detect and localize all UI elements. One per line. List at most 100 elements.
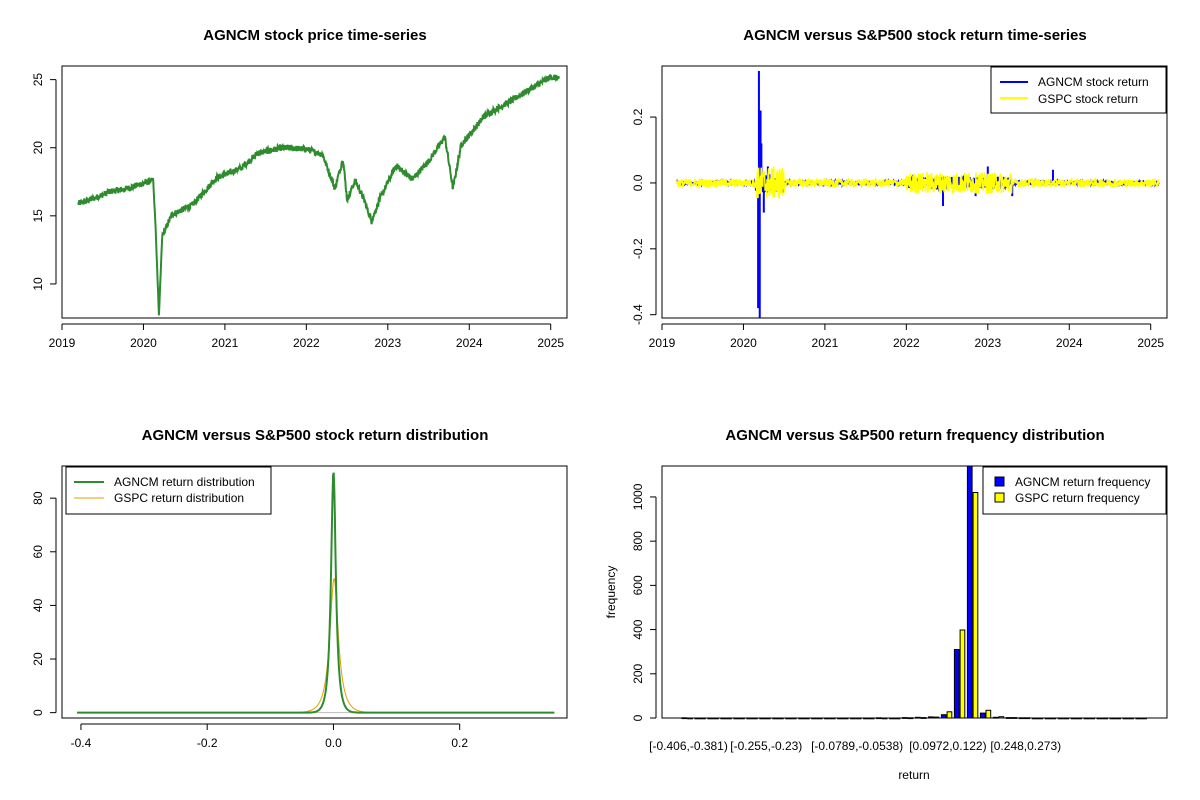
y-tick-label: 0.2 [631,108,645,125]
agncm-bar [915,716,921,719]
y-axis: 10 15 20 25 [31,73,57,291]
gspc-bar [1050,717,1057,720]
x-tick-label: -0.2 [197,736,218,750]
panel-title: AGNCM versus S&P500 return frequency dis… [725,427,1104,444]
y-tick-label: 80 [31,491,45,505]
y-tick-label: 400 [631,619,645,639]
gspc-bar [972,492,979,719]
panel-title: AGNCM stock price time-series [203,27,426,44]
y-tick-label: -0.2 [631,238,645,259]
x-tick-label: 2021 [212,336,239,350]
plot-frame [661,465,1168,719]
x-axis: 2019 2020 2021 2022 2023 2024 2025 [649,323,1164,350]
panel-title: AGNCM versus S&P500 stock return distrib… [142,427,489,444]
gspc-bar [1102,717,1109,720]
x-tick-label: 2023 [974,336,1001,350]
gspc-bar [1089,717,1096,720]
panel-title: AGNCM versus S&P500 stock return time-se… [743,27,1086,44]
x-tick-label: -0.4 [71,736,92,750]
gspc-bar [946,711,953,719]
density-series [77,472,555,714]
x-tick-label: 2022 [293,336,320,350]
x-tick-label: [0.248,0.273) [990,739,1061,753]
x-tick-label: [0.0972,0.122) [909,739,986,753]
agncm-bar [940,714,947,719]
y-tick-label: 200 [631,663,645,683]
gspc-bar [894,717,901,720]
agncm-bar [759,717,765,720]
gspc-bar [1076,717,1083,720]
return-series [675,70,1160,318]
gspc-bar [713,717,719,720]
gspc-bar [1037,717,1044,720]
agncm-bar [746,717,753,720]
x-tick-label: 2021 [812,336,839,350]
panel-frequency-distribution: AGNCM versus S&P500 return frequency dis… [604,427,1168,782]
agncm-bar [876,717,882,720]
gspc-bar [778,717,784,720]
agncm-bar [785,717,791,720]
panel-return-distribution: AGNCM versus S&P500 stock return distrib… [31,427,568,750]
gspc-bar [1141,717,1147,720]
y-tick-label: 0 [31,709,45,716]
gspc-bar [868,717,875,720]
y-tick-label: 40 [31,598,45,612]
plot-frame [61,65,568,319]
agncm-bar [798,717,804,720]
legend-swatch-agncm [994,476,1005,487]
gspc-bar [920,717,927,719]
agncm-bar [850,717,856,720]
gspc-bar [842,717,849,720]
x-tick-label: [-0.406,-0.381) [649,739,728,753]
bar-series [681,465,1147,720]
agncm-bar [902,717,908,719]
agncm-bar [992,716,999,719]
legend-label-agncm: AGNCM return distribution [114,475,255,489]
agncm-bar [1005,717,1012,719]
y-axis: 0 200 400 600 800 1000 [631,483,657,721]
x-tick-label: 0.2 [451,736,468,750]
x-tick-label: [-0.255,-0.23) [730,739,802,753]
gspc-bar [700,717,706,720]
agncm-bar [720,717,727,720]
y-tick-label: 1000 [631,483,645,510]
price-series [77,74,560,316]
legend-label-gspc: GSPC return distribution [114,491,244,505]
agncm-bar [772,717,778,720]
gspc-bar [933,716,940,719]
legend-swatch-gspc [994,492,1005,503]
y-tick-label: 20 [31,141,45,155]
gspc-return-line [675,166,1160,199]
x-tick-label: 2020 [130,336,157,350]
y-tick-label: 60 [31,545,45,559]
y-tick-label: 20 [31,652,45,666]
agncm-bar [824,717,830,720]
x-tick-label: [-0.0789,-0.0538) [811,739,903,753]
legend-box [990,66,1167,114]
x-tick-label: 2025 [1137,336,1164,350]
agncm-bar [1031,717,1038,720]
agncm-bar [1083,717,1090,720]
legend: AGNCM return frequency GSPC return frequ… [982,466,1167,515]
x-tick-label: 0.0 [325,736,342,750]
y-axis: 0 20 40 60 80 [31,491,57,716]
gspc-bar [816,717,823,720]
gspc-bar [907,717,914,720]
gspc-bar [1063,717,1070,720]
gspc-bar [985,709,992,719]
y-axis-label: frequency [604,566,618,619]
x-tick-label: 2019 [649,336,676,350]
x-tick-label: 2024 [456,336,483,350]
legend: AGNCM return distribution GSPC return di… [65,466,272,515]
agncm-bar [707,717,714,720]
y-tick-label: -0.4 [631,304,645,325]
agncm-bar [928,716,934,719]
x-tick-label: 2025 [537,336,564,350]
agncm-bar [811,717,817,720]
agncm-bar [1109,717,1116,720]
x-tick-label: 2022 [893,336,920,350]
y-tick-label: 10 [31,277,45,291]
panel-return-timeseries: AGNCM versus S&P500 stock return time-se… [631,27,1168,350]
gspc-bar [1115,717,1122,720]
